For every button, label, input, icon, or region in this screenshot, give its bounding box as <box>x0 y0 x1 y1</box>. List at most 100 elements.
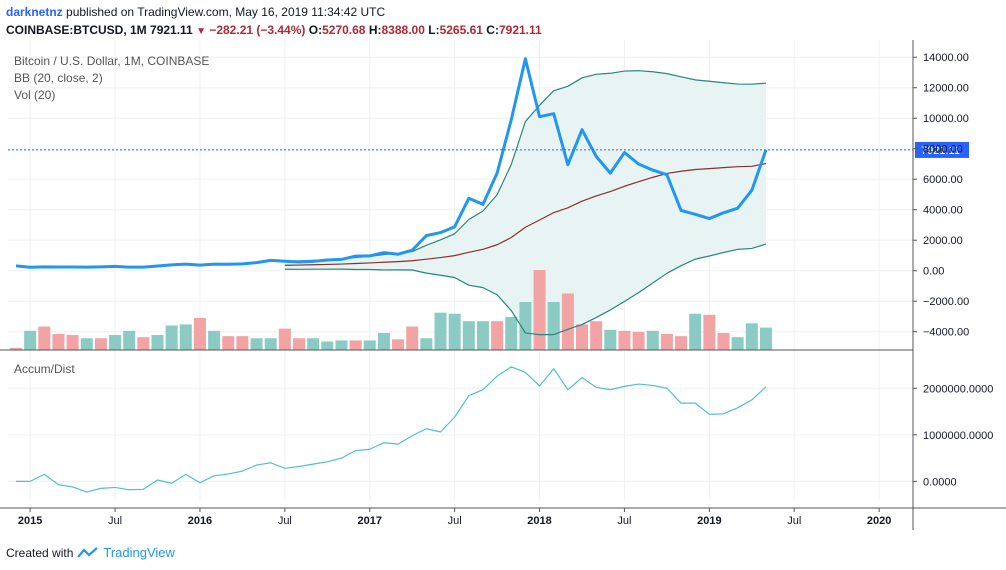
volume-bar <box>717 332 730 350</box>
volume-bar <box>519 302 532 350</box>
bollinger-fill <box>284 70 766 335</box>
price-series <box>8 57 913 269</box>
volume-bar <box>137 337 150 350</box>
x-tick-label: 2019 <box>697 515 721 527</box>
volume-bar <box>675 336 688 350</box>
y-tick-label: −2000.00 <box>923 296 969 308</box>
volume-bar <box>505 316 518 350</box>
y-tick-label: 6000.00 <box>923 174 963 186</box>
volume-bar <box>307 338 320 350</box>
volume-bar <box>321 341 334 350</box>
x-tick-label: Jul <box>278 515 292 527</box>
volume-bar <box>689 313 702 350</box>
bollinger-band-area <box>284 70 766 335</box>
volume-bars <box>10 270 772 350</box>
y-tick-label: 2000.00 <box>923 235 963 247</box>
volume-bar <box>94 338 107 350</box>
volume-bar <box>604 329 617 350</box>
axes: 7921.11 14000.00 12000.00 10000.00 8000.00 60… <box>0 40 1006 530</box>
volume-bar <box>335 340 348 350</box>
volume-bar <box>236 336 249 350</box>
volume-bar <box>264 338 277 350</box>
high-value: 8388.00 <box>381 23 425 37</box>
y-tick-label: 1000000.0000 <box>923 430 993 442</box>
x-tick-label: 2016 <box>188 515 212 527</box>
open-value: 5270.68 <box>322 23 366 37</box>
bb-legend: BB (20, close, 2) <box>14 71 103 85</box>
volume-bar <box>165 325 178 350</box>
last-price: 7921.11 <box>150 23 193 37</box>
volume-bar <box>576 324 588 350</box>
vol-legend: Vol (20) <box>14 88 56 102</box>
volume-bar <box>660 334 673 350</box>
volume-bar <box>123 330 136 350</box>
published-text: published on TradingView.com, May 16, 20… <box>66 5 386 19</box>
down-arrow-icon: ▼ <box>196 26 206 37</box>
volume-bar <box>179 324 192 350</box>
last-price-label: 7921.11 <box>921 145 960 157</box>
volume-bar <box>434 312 447 350</box>
open-label: O: <box>308 23 323 37</box>
x-tick-label: 2015 <box>18 515 42 527</box>
volume-bar <box>618 330 631 350</box>
volume-bar <box>38 326 51 350</box>
volume-bar <box>66 335 79 350</box>
close-value: 7921.11 <box>498 23 542 37</box>
bb-basis-line <box>284 163 767 266</box>
volume-bar <box>476 321 489 350</box>
author-link[interactable]: darknetnz <box>6 5 63 19</box>
x-tick-label: 2020 <box>867 515 891 527</box>
price-chart[interactable]: 7921.11 14000.00 12000.00 10000.00 8000.00 60… <box>0 40 1006 540</box>
accum-dist-series <box>16 366 767 493</box>
volume-bar <box>547 302 560 350</box>
x-tick-label: Jul <box>108 515 122 527</box>
volume-bar <box>109 335 122 350</box>
x-tick-label: Jul <box>617 515 631 527</box>
chart-title: Bitcoin / U.S. Dollar, 1M, COINBASE <box>14 54 210 68</box>
publish-info: darknetnz published on TradingView.com, … <box>6 5 385 19</box>
price-line <box>15 57 768 269</box>
volume-bar <box>491 321 504 350</box>
accum-dist-line <box>16 366 767 493</box>
y-tick-label: 2000000.0000 <box>923 383 993 395</box>
close-label: C: <box>486 23 499 37</box>
volume-bar <box>406 326 419 350</box>
created-with-text: Created with <box>6 545 74 560</box>
volume-bar <box>24 330 37 350</box>
y-tick-label: 8000.00 <box>923 144 963 156</box>
volume-bar <box>646 330 659 350</box>
y-tick-label: 0.0000 <box>923 476 957 488</box>
volume-bar <box>10 347 22 350</box>
volume-bar <box>377 332 390 350</box>
tradingview-brand[interactable]: TradingView <box>103 545 175 560</box>
volume-bar <box>731 337 744 350</box>
volume-bar <box>448 313 461 350</box>
tradingview-logo-icon <box>77 546 99 558</box>
volume-bar <box>293 338 305 350</box>
y-tick-label: 10000.00 <box>923 113 969 125</box>
volume-bar <box>392 339 405 350</box>
y-tick-label: −4000.00 <box>923 327 969 339</box>
accum-dist-legend: Accum/Dist <box>14 362 75 376</box>
volume-bar <box>208 330 221 350</box>
y-tick-label: 0.00 <box>923 266 944 278</box>
volume-bar <box>52 334 65 350</box>
volume-bar <box>703 314 716 350</box>
y-tick-label: 12000.00 <box>923 83 969 95</box>
y-tick-label: 14000.00 <box>923 52 969 64</box>
y-tick-label: 4000.00 <box>923 205 963 217</box>
volume-bar <box>561 293 574 350</box>
footer: Created with TradingView <box>6 545 175 560</box>
volume-bar <box>590 321 603 350</box>
volume-bar <box>278 328 291 350</box>
low-value: 5265.61 <box>439 23 483 37</box>
volume-bar <box>759 327 772 350</box>
symbol-label: COINBASE:BTCUSD, 1M <box>6 23 147 37</box>
last-price-tag <box>915 141 969 158</box>
volume-bar <box>420 338 433 350</box>
ohlc-header: COINBASE:BTCUSD, 1M 7921.11 ▼ −282.21 (−… <box>6 23 542 37</box>
x-tick-label: 2018 <box>527 515 551 527</box>
volume-bar <box>533 270 546 350</box>
low-label: L: <box>428 23 440 37</box>
volume-bar <box>349 340 362 350</box>
